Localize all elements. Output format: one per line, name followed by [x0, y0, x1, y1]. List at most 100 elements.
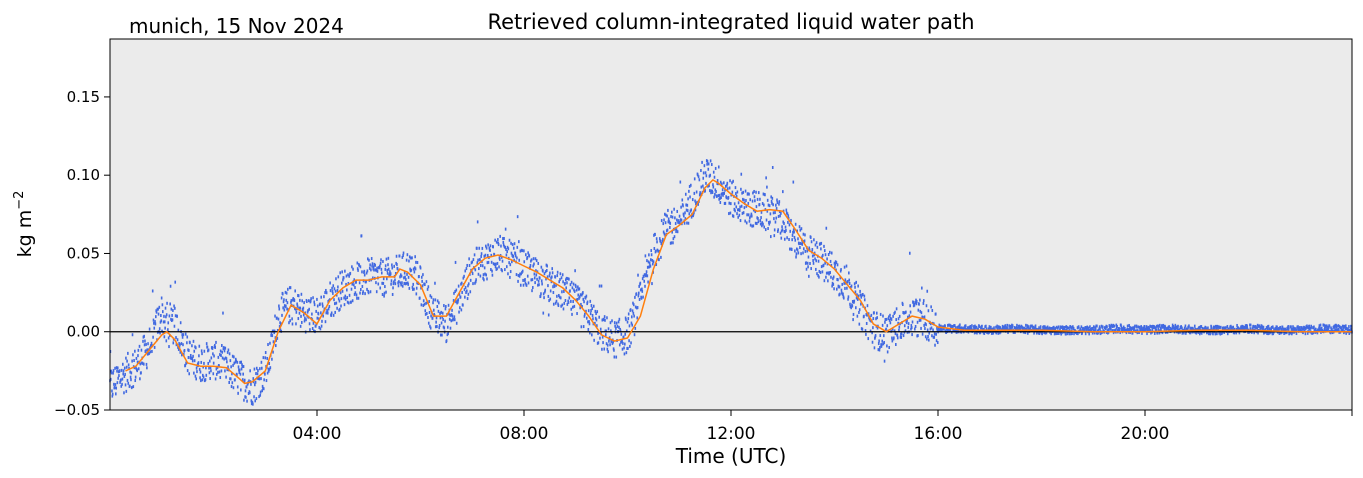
- raw-data-point: [870, 313, 873, 317]
- raw-data-point: [903, 324, 906, 328]
- raw-data-point: [910, 324, 913, 328]
- raw-data-point: [493, 253, 496, 257]
- raw-data-point: [532, 286, 534, 290]
- raw-data-point: [467, 282, 470, 286]
- raw-data-point: [226, 360, 228, 364]
- raw-data-point: [806, 249, 809, 253]
- raw-data-point: [745, 204, 748, 208]
- raw-data-point: [768, 220, 770, 224]
- raw-data-point: [606, 316, 608, 320]
- raw-data-point: [682, 204, 684, 208]
- raw-data-point: [142, 362, 145, 366]
- raw-data-point: [719, 196, 721, 200]
- raw-data-point: [199, 370, 202, 374]
- raw-data-point: [351, 282, 354, 286]
- raw-data-point: [834, 262, 837, 266]
- raw-data-point: [607, 327, 610, 331]
- raw-data-point: [271, 334, 274, 338]
- raw-data-point: [930, 305, 932, 309]
- raw-data-point: [1133, 328, 1135, 332]
- raw-data-point: [818, 269, 821, 273]
- raw-data-point: [524, 281, 527, 285]
- raw-data-point: [759, 219, 762, 223]
- raw-data-point: [911, 320, 914, 324]
- raw-data-point: [545, 269, 548, 273]
- raw-data-point: [979, 329, 981, 333]
- raw-data-point: [884, 317, 887, 321]
- raw-data-point: [961, 329, 964, 333]
- raw-data-point: [1150, 331, 1152, 335]
- raw-data-point: [311, 326, 314, 330]
- raw-data-point: [1269, 327, 1271, 331]
- raw-data-point: [613, 348, 615, 352]
- raw-data-point: [389, 270, 391, 274]
- raw-data-point: [444, 307, 447, 311]
- raw-data-point: [711, 190, 714, 194]
- raw-data-point: [1023, 326, 1026, 330]
- raw-data-point: [328, 305, 331, 309]
- raw-data-point: [815, 267, 817, 271]
- raw-data-point: [406, 272, 408, 276]
- raw-data-point: [645, 270, 648, 274]
- raw-data-point: [486, 277, 488, 281]
- raw-data-point: [535, 273, 538, 277]
- raw-data-point: [564, 299, 567, 303]
- raw-data-point: [1007, 331, 1009, 335]
- raw-data-point: [835, 261, 838, 265]
- raw-data-point: [947, 323, 949, 327]
- raw-data-point: [720, 196, 722, 200]
- raw-data-point: [582, 297, 585, 301]
- raw-data-point: [146, 366, 148, 370]
- raw-data-point: [209, 377, 211, 381]
- raw-data-point: [818, 275, 820, 279]
- raw-data-point: [1050, 332, 1052, 336]
- raw-data-point: [853, 282, 856, 286]
- raw-data-point: [1112, 331, 1115, 335]
- raw-data-point: [1226, 332, 1229, 336]
- raw-data-point: [375, 268, 378, 272]
- raw-data-point: [308, 307, 310, 311]
- raw-data-point: [1044, 325, 1046, 329]
- raw-data-point: [893, 329, 896, 333]
- raw-data-point: [145, 362, 148, 366]
- raw-data-point: [422, 273, 424, 277]
- raw-data-point: [658, 258, 660, 262]
- raw-data-point: [355, 280, 357, 284]
- raw-data-point: [534, 257, 537, 261]
- raw-data-point: [809, 235, 812, 239]
- raw-data-point: [1073, 332, 1075, 336]
- raw-data-point: [892, 314, 894, 318]
- raw-data-point: [339, 307, 341, 311]
- raw-data-point: [923, 315, 926, 319]
- raw-data-point: [366, 287, 368, 291]
- raw-data-point: [320, 311, 322, 315]
- raw-data-point: [182, 343, 184, 347]
- raw-data-point: [973, 331, 976, 335]
- raw-data-point: [395, 254, 398, 258]
- raw-data-point: [279, 328, 282, 332]
- raw-data-point: [416, 261, 419, 265]
- raw-data-point: [646, 259, 648, 263]
- raw-data-point: [1163, 327, 1166, 331]
- raw-data-point: [1337, 324, 1340, 328]
- raw-data-point: [891, 327, 894, 331]
- raw-data-point: [583, 314, 586, 318]
- raw-data-point: [1155, 327, 1157, 331]
- raw-data-point: [721, 188, 724, 192]
- raw-data-point: [291, 317, 293, 321]
- raw-data-point: [320, 324, 323, 328]
- raw-data-point: [342, 278, 344, 282]
- raw-data-point: [121, 382, 123, 386]
- raw-data-point: [1320, 326, 1323, 330]
- raw-data-point: [387, 267, 390, 271]
- raw-data-point: [726, 181, 729, 185]
- raw-data-point: [400, 283, 402, 287]
- raw-data-point: [1038, 326, 1040, 330]
- raw-data-point: [169, 302, 171, 306]
- raw-data-point: [882, 314, 884, 318]
- raw-data-point: [1271, 325, 1274, 329]
- raw-data-point: [202, 375, 205, 379]
- raw-data-point: [110, 371, 113, 375]
- raw-data-point: [184, 332, 187, 336]
- raw-data-scatter: [109, 159, 1353, 406]
